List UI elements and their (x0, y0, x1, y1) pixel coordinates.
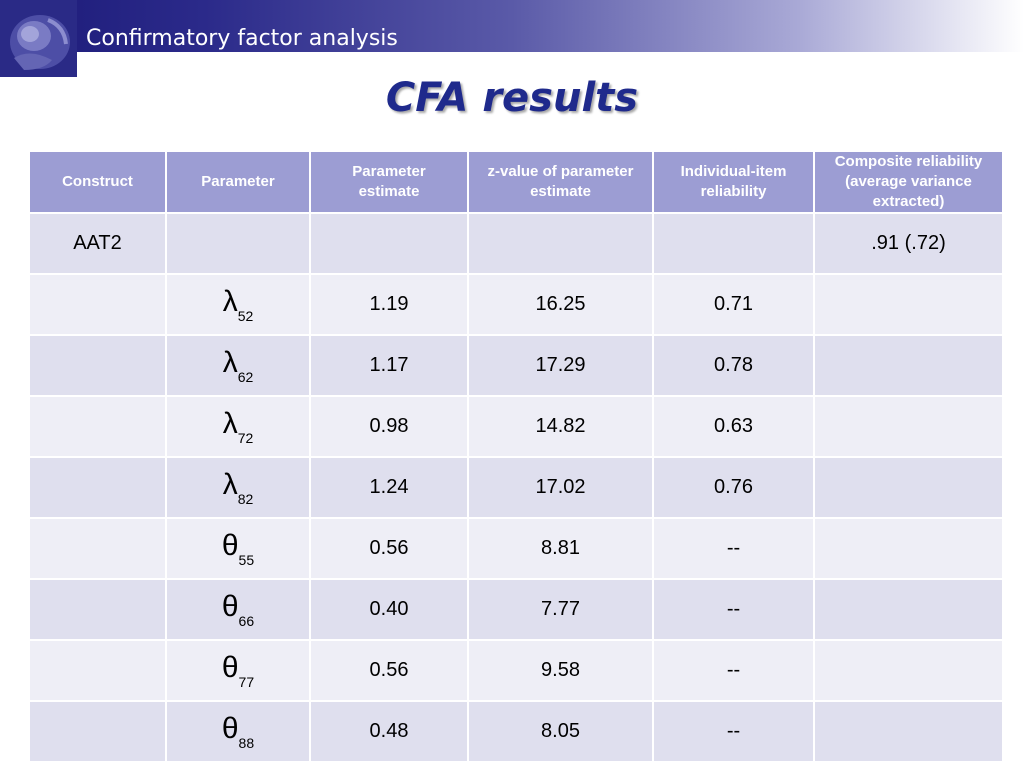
construct-cell (28, 517, 167, 580)
composite-cell (813, 517, 1004, 580)
table-row: λ52 1.19 16.25 0.71 (28, 273, 1004, 336)
parameter-cell: θ66 (165, 578, 311, 641)
z-value-cell: 14.82 (467, 395, 654, 458)
estimate-cell: 0.98 (309, 395, 469, 458)
column-header: Parameter estimate (309, 150, 469, 214)
composite-cell (813, 700, 1004, 763)
column-header: z-value of parameter estimate (467, 150, 654, 214)
column-header: Parameter (165, 150, 311, 214)
construct-cell (28, 395, 167, 458)
column-header: Construct (28, 150, 167, 214)
construct-cell (28, 273, 167, 336)
table-row: θ77 0.56 9.58 -- (28, 639, 1004, 702)
reliability-cell: 0.71 (652, 273, 815, 336)
column-header: Individual-item reliability (652, 150, 815, 214)
construct-cell: AAT2 (28, 212, 167, 275)
composite-cell (813, 639, 1004, 702)
cfa-results-table: Construct Parameter Parameter estimate z… (28, 150, 1004, 763)
reliability-cell (652, 212, 815, 275)
z-value-cell: 9.58 (467, 639, 654, 702)
parameter-cell: θ88 (165, 700, 311, 763)
z-value-cell: 16.25 (467, 273, 654, 336)
z-value-cell: 8.81 (467, 517, 654, 580)
header-title: Confirmatory factor analysis (86, 26, 398, 51)
z-value-cell (467, 212, 654, 275)
table-row: λ82 1.24 17.02 0.76 (28, 456, 1004, 519)
header-banner (0, 0, 1024, 52)
reliability-cell: 0.76 (652, 456, 815, 519)
composite-cell: .91 (.72) (813, 212, 1004, 275)
parameter-cell (165, 212, 311, 275)
estimate-cell: 0.48 (309, 700, 469, 763)
parameter-cell: θ77 (165, 639, 311, 702)
estimate-cell: 1.24 (309, 456, 469, 519)
parameter-cell: λ72 (165, 395, 311, 458)
construct-cell (28, 456, 167, 519)
parameter-cell: λ62 (165, 334, 311, 397)
composite-cell (813, 273, 1004, 336)
composite-cell (813, 456, 1004, 519)
composite-cell (813, 395, 1004, 458)
parameter-cell: λ52 (165, 273, 311, 336)
estimate-cell: 1.19 (309, 273, 469, 336)
column-header: Composite reliability (average variance … (813, 150, 1004, 214)
estimate-cell: 1.17 (309, 334, 469, 397)
reliability-cell: -- (652, 517, 815, 580)
table-row: λ62 1.17 17.29 0.78 (28, 334, 1004, 397)
estimate-cell: 0.56 (309, 639, 469, 702)
reliability-cell: 0.78 (652, 334, 815, 397)
z-value-cell: 8.05 (467, 700, 654, 763)
estimate-cell: 0.56 (309, 517, 469, 580)
table-row: θ66 0.40 7.77 -- (28, 578, 1004, 641)
estimate-cell: 0.40 (309, 578, 469, 641)
reliability-cell: 0.63 (652, 395, 815, 458)
estimate-cell (309, 212, 469, 275)
table-row: λ72 0.98 14.82 0.63 (28, 395, 1004, 458)
table-row: AAT2 .91 (.72) (28, 212, 1004, 275)
construct-cell (28, 639, 167, 702)
construct-cell (28, 334, 167, 397)
z-value-cell: 7.77 (467, 578, 654, 641)
slide-title: CFA results (385, 75, 639, 121)
composite-cell (813, 578, 1004, 641)
construct-cell (28, 578, 167, 641)
z-value-cell: 17.02 (467, 456, 654, 519)
lion-logo-icon (0, 0, 77, 77)
reliability-cell: -- (652, 639, 815, 702)
table-row: θ55 0.56 8.81 -- (28, 517, 1004, 580)
reliability-cell: -- (652, 578, 815, 641)
reliability-cell: -- (652, 700, 815, 763)
z-value-cell: 17.29 (467, 334, 654, 397)
table-header-row: Construct Parameter Parameter estimate z… (28, 150, 1004, 214)
table-row: θ88 0.48 8.05 -- (28, 700, 1004, 763)
parameter-cell: λ82 (165, 456, 311, 519)
parameter-cell: θ55 (165, 517, 311, 580)
construct-cell (28, 700, 167, 763)
composite-cell (813, 334, 1004, 397)
